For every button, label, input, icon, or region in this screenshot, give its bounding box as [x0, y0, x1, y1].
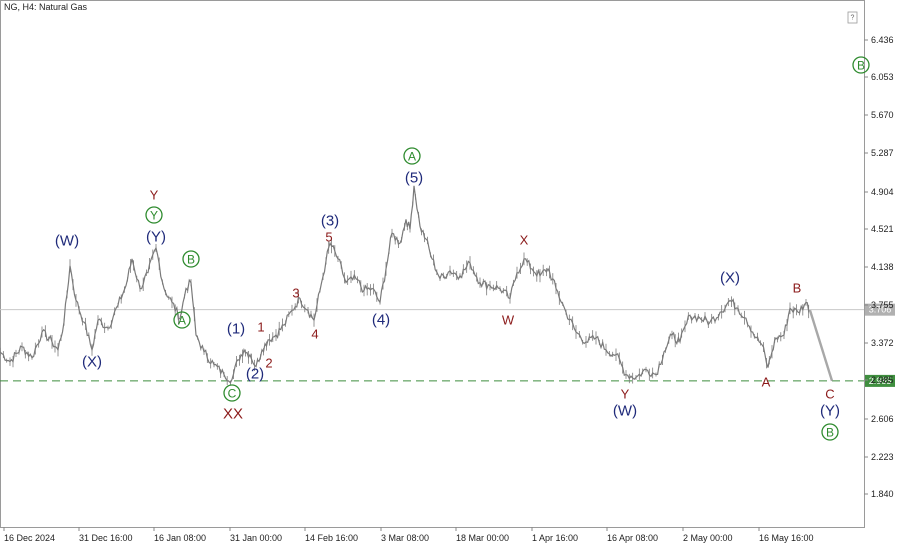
- wave-label: B: [857, 59, 865, 73]
- y-tick-label: 3.755: [871, 300, 894, 310]
- wave-label: 5: [325, 230, 332, 245]
- wave-label: C: [228, 387, 237, 401]
- x-tick-label: 16 Jan 08:00: [154, 533, 206, 543]
- wave-label: (Y): [146, 229, 166, 246]
- y-axis: 6.436 6.053 5.670 5.287 4.904 4.521 4.138 3.755…: [864, 35, 894, 499]
- y-tick-label: 3.372: [871, 338, 894, 348]
- wave-label: (W): [613, 403, 637, 420]
- y-tick-label: 4.904: [871, 187, 894, 197]
- x-axis: 16 Dec 2024 31 Dec 16:00 16 Jan 08:00 31 Ja…: [4, 527, 814, 543]
- y-tick-label: 6.053: [871, 72, 894, 82]
- wave-label: (X): [720, 270, 740, 287]
- y-tick-label: 4.521: [871, 224, 894, 234]
- y-tick-label: 1.840: [871, 489, 894, 499]
- wave-label: Y: [621, 387, 630, 402]
- x-tick-label: 31 Dec 16:00: [79, 533, 133, 543]
- x-tick-label: 2 May 00:00: [683, 533, 733, 543]
- wave-label: Y: [150, 188, 159, 203]
- wave-label: (1): [227, 321, 245, 338]
- y-tick-label: 6.436: [871, 35, 894, 45]
- wave-label: (5): [405, 170, 423, 187]
- wave-label: B: [793, 281, 802, 296]
- y-tick-label: 4.138: [871, 262, 894, 272]
- wave-label: (W): [55, 233, 79, 250]
- wave-label: 2: [265, 356, 272, 371]
- wave-label: (2): [246, 366, 264, 383]
- wave-label: A: [762, 375, 771, 390]
- wave-label: 4: [311, 327, 318, 342]
- wave-label: (4): [372, 312, 390, 329]
- wave-label: XX: [223, 406, 243, 423]
- wave-label: (3): [321, 213, 339, 230]
- x-tick-label: 16 Dec 2024: [4, 533, 55, 543]
- wave-label: A: [408, 150, 416, 164]
- wave-label: B: [187, 253, 195, 267]
- wave-label: (Y): [820, 403, 840, 420]
- y-tick-label: 2.223: [871, 452, 894, 462]
- x-tick-label: 3 Mar 08:00: [381, 533, 429, 543]
- x-tick-label: 31 Jan 00:00: [230, 533, 282, 543]
- chart-title: NG, H4: Natural Gas: [4, 2, 88, 12]
- y-tick-label: 2.985: [871, 375, 894, 385]
- x-tick-label: 1 Apr 16:00: [532, 533, 578, 543]
- x-tick-label: 16 May 16:00: [759, 533, 814, 543]
- x-tick-label: 16 Apr 08:00: [607, 533, 658, 543]
- wave-label: 1: [257, 320, 264, 335]
- y-tick-label: 2.606: [871, 414, 894, 424]
- x-tick-label: 14 Feb 16:00: [305, 533, 358, 543]
- wave-label: W: [502, 313, 515, 328]
- wave-label: (X): [82, 354, 102, 371]
- wave-label: X: [520, 233, 529, 248]
- wave-label: A: [178, 314, 186, 328]
- wave-label: Y: [150, 209, 158, 223]
- y-tick-label: 5.287: [871, 148, 894, 158]
- chart-info-icon[interactable]: ?: [848, 12, 857, 23]
- svg-text:?: ?: [851, 15, 855, 22]
- wave-label: C: [825, 387, 834, 402]
- wave-label: 3: [292, 286, 299, 301]
- x-tick-label: 18 Mar 00:00: [456, 533, 509, 543]
- y-tick-label: 5.670: [871, 110, 894, 120]
- wave-label: B: [826, 426, 834, 440]
